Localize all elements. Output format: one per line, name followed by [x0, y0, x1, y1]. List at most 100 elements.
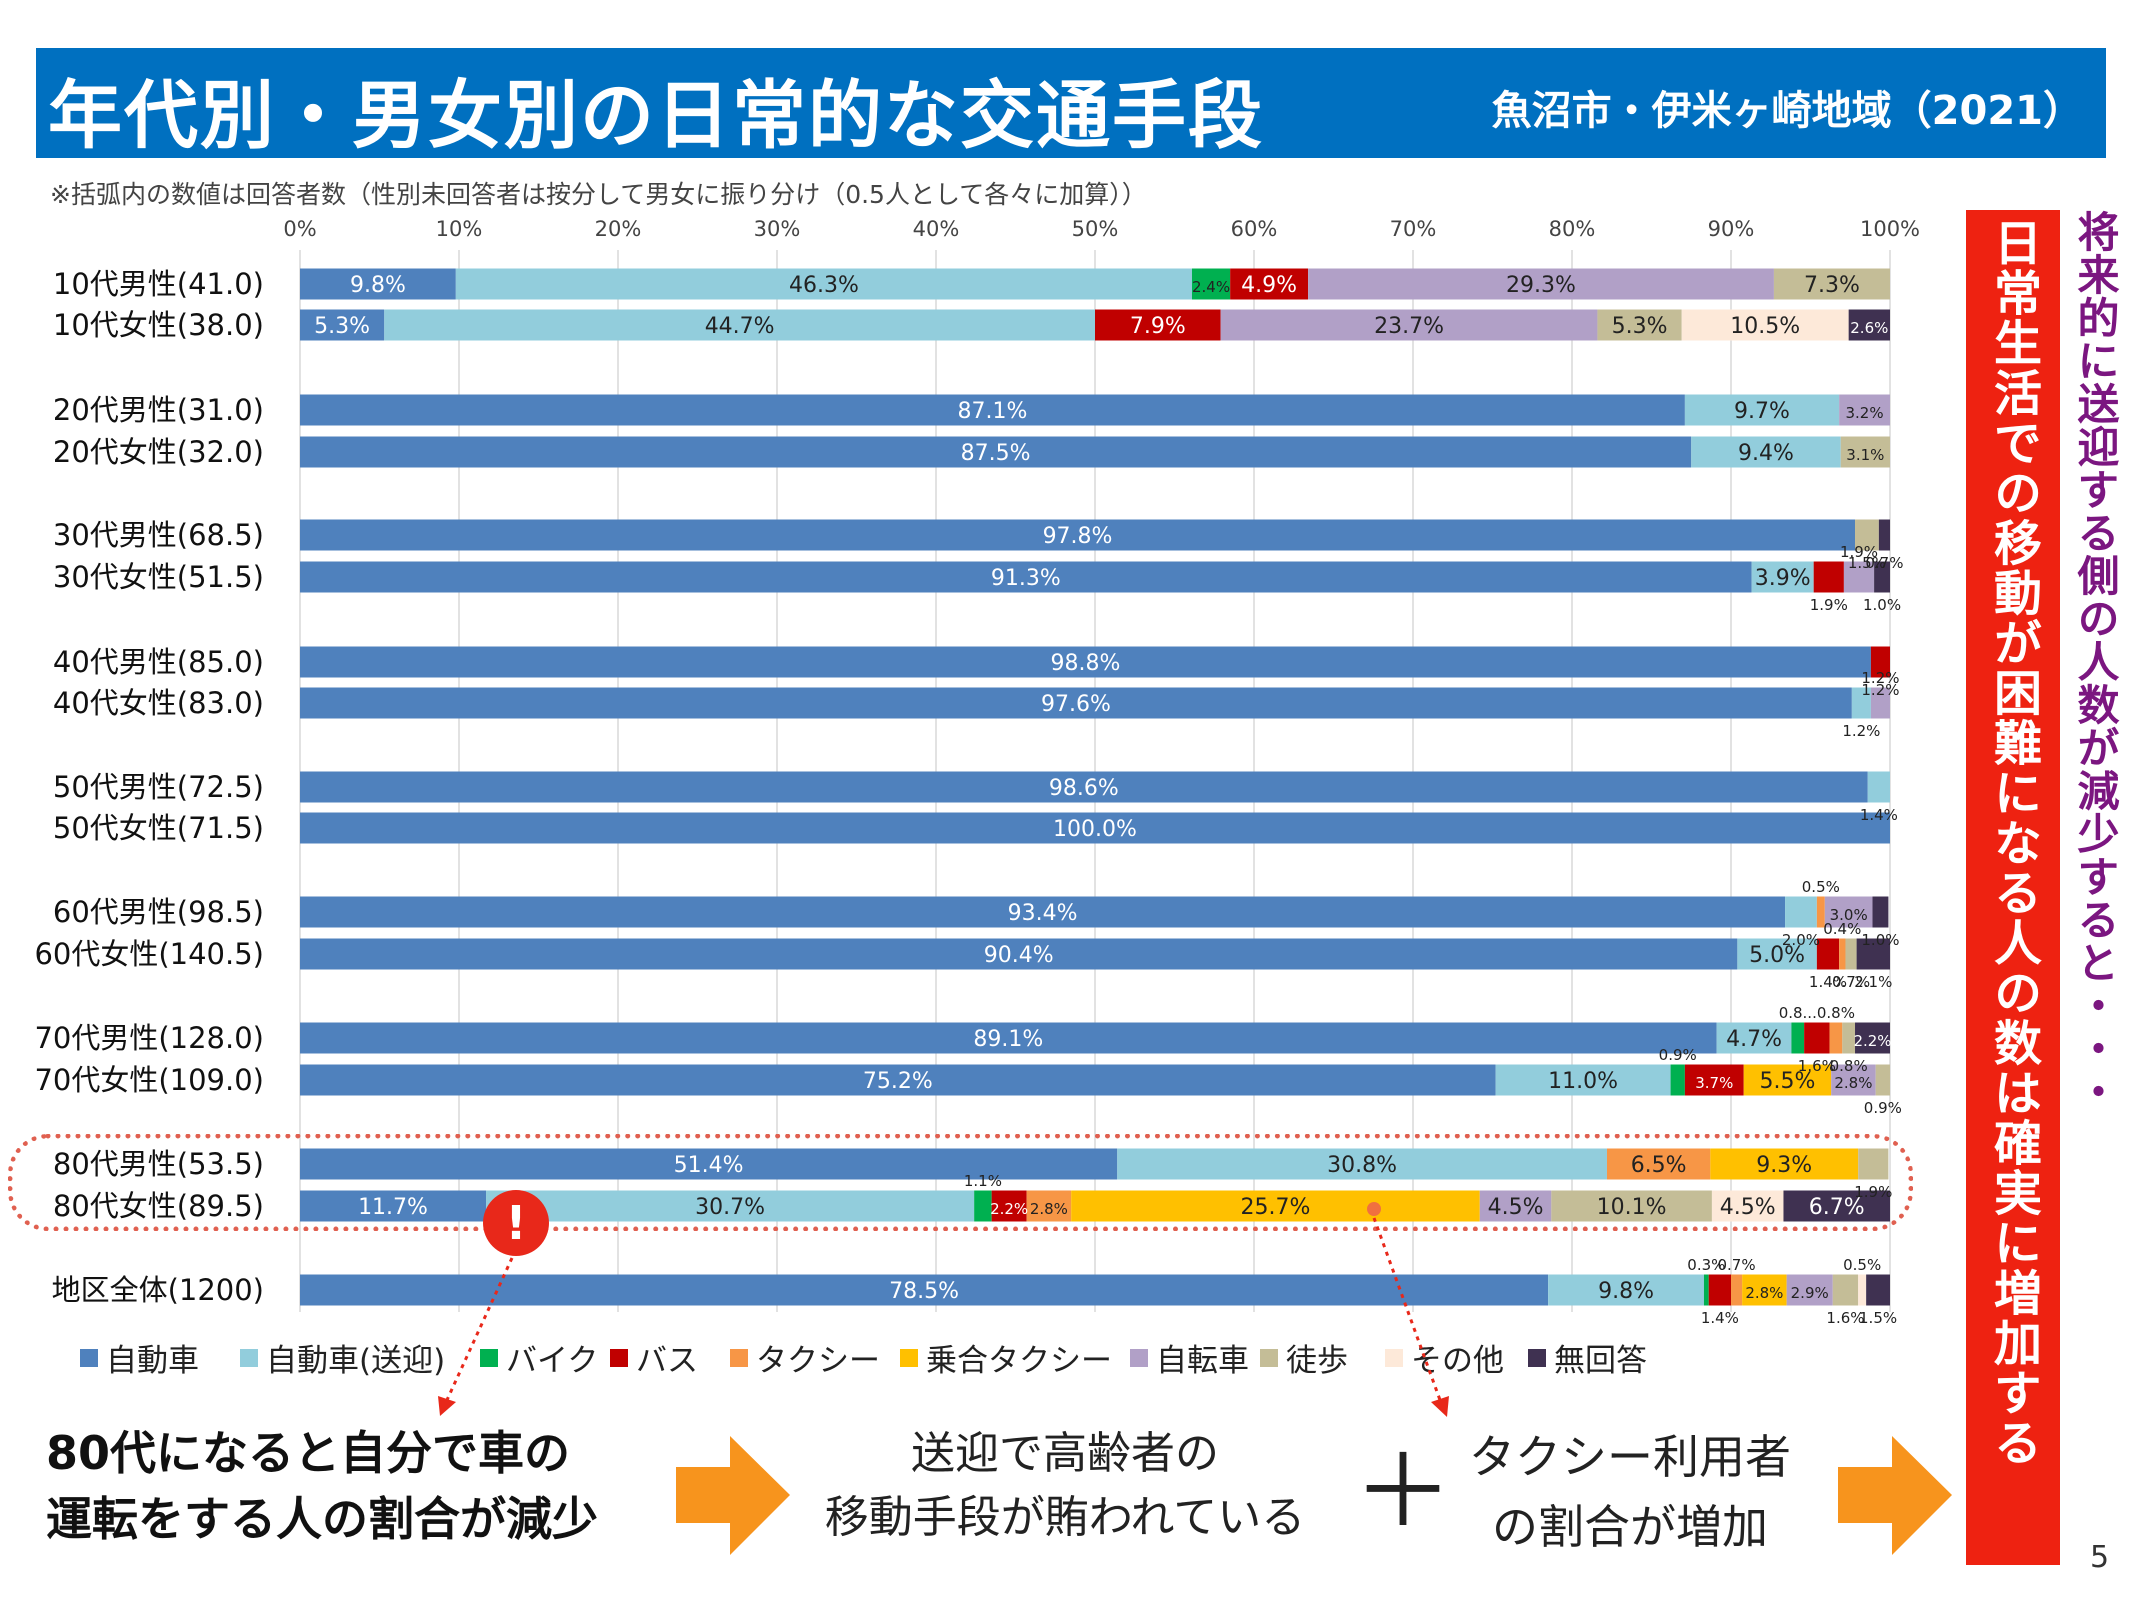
bar-segment — [1548, 1274, 1704, 1306]
legend-item: 無回答 — [1528, 1335, 1647, 1380]
bar-segment — [1606, 1148, 1711, 1180]
data-label: 78.5% — [889, 1279, 959, 1304]
conclusion-left-line1: 80代になると自分で車の — [46, 1426, 571, 1480]
legend-swatch — [1385, 1348, 1403, 1367]
bar-segment — [1875, 1064, 1890, 1096]
bar-segment — [1684, 1064, 1744, 1096]
data-label: 4.9% — [1241, 273, 1297, 298]
page-title: 年代別・男女別の日常的な交通手段 — [48, 73, 1264, 159]
data-label: 100.0% — [1053, 817, 1137, 842]
legend-label: 徒歩 — [1286, 1343, 1348, 1379]
bar-segment — [1479, 1190, 1552, 1222]
legend-item: バイク — [480, 1335, 598, 1380]
legend-item: 自転車 — [1130, 1335, 1249, 1380]
bar-segment — [1773, 268, 1890, 300]
title-banner — [36, 48, 2106, 158]
bar-segment — [1670, 1064, 1685, 1096]
data-label: 29.3% — [1506, 273, 1576, 298]
data-label: 1.9% — [1840, 543, 1878, 561]
bar-segment — [1816, 938, 1840, 970]
data-label: 9.4% — [1738, 441, 1794, 466]
data-label: 7.9% — [1130, 314, 1186, 339]
region-label: 魚沼市・伊米ヶ崎地域（2021） — [1491, 88, 2083, 134]
legend-swatch — [80, 1348, 98, 1367]
bar-segment — [300, 268, 456, 300]
data-label: 98.6% — [1049, 776, 1119, 801]
bar-segment — [1191, 268, 1231, 300]
data-label: 2.8% — [1030, 1200, 1068, 1218]
row-label: 40代女性(83.0) — [53, 686, 264, 720]
data-label: 6.5% — [1631, 1153, 1687, 1178]
legend-item: 自動車 — [80, 1335, 199, 1380]
row-label: 70代女性(109.0) — [34, 1063, 264, 1097]
data-label: 97.6% — [1041, 692, 1111, 717]
data-label: 10.1% — [1597, 1195, 1667, 1220]
data-label: 9.3% — [1756, 1153, 1812, 1178]
bar-segment — [1684, 394, 1840, 426]
pointer-dot — [1367, 1202, 1381, 1216]
data-label: 30.7% — [695, 1195, 765, 1220]
x-tick-label: 10% — [436, 217, 483, 241]
data-label: 3.9% — [1755, 566, 1811, 591]
bar-segment — [1095, 309, 1221, 341]
row-label: 60代女性(140.5) — [34, 937, 264, 971]
data-label: 5.5% — [1759, 1069, 1815, 1094]
bar-segment — [300, 436, 1692, 468]
bar-segment — [1839, 394, 1890, 426]
bar-segment — [1783, 1190, 1890, 1222]
legend-item: タクシー — [730, 1335, 880, 1380]
data-label: 1.1% — [964, 1172, 1002, 1190]
data-label: 1.2% — [1861, 681, 1899, 699]
row-label: 地区全体(1200) — [52, 1273, 264, 1307]
data-label: 2.2% — [990, 1200, 1028, 1218]
bar-segment — [1308, 268, 1774, 300]
x-tick-label: 70% — [1390, 217, 1437, 241]
bar-segment — [1831, 1064, 1876, 1096]
bar-segment — [384, 309, 1095, 341]
conclusion-right-line2: の割合が増加 — [1492, 1500, 1768, 1554]
bar-segment — [300, 1022, 1717, 1054]
bar-segment — [1071, 1190, 1480, 1222]
bar-segment — [300, 309, 385, 341]
arrow-1 — [676, 1436, 790, 1555]
conclusion-left: 80代になると自分で車の 運転をする人の割合が減少 — [46, 1420, 686, 1552]
bar-segment — [1840, 436, 1890, 468]
row-label: 20代男性(31.0) — [53, 393, 264, 427]
data-label: 89.1% — [973, 1027, 1043, 1052]
legend-label: 自動車 — [106, 1343, 199, 1379]
data-label: 1.0% — [1863, 596, 1901, 614]
data-label: 75.2% — [863, 1069, 933, 1094]
vertical-red-band — [1966, 210, 2060, 1565]
bar-segment — [1786, 1274, 1833, 1306]
data-label: 7.3% — [1804, 273, 1860, 298]
bar-segment — [1495, 1064, 1671, 1096]
row-label: 10代女性(38.0) — [53, 308, 264, 342]
data-label: 23.7% — [1374, 314, 1444, 339]
row-label: 30代男性(68.5) — [53, 518, 264, 552]
legend-swatch — [900, 1348, 918, 1367]
legend-swatch — [1130, 1348, 1148, 1367]
data-label: 0.5% — [1802, 878, 1840, 896]
legend-swatch — [240, 1348, 258, 1367]
bar-segment — [1716, 1022, 1792, 1054]
bar-segment — [1843, 561, 1875, 593]
data-label: 0.8% — [1830, 1057, 1868, 1075]
data-label: 87.1% — [957, 399, 1027, 424]
bar-segment — [1845, 938, 1857, 970]
plus-sign: ＋ — [1353, 1433, 1453, 1550]
bar-segment — [1866, 1274, 1890, 1306]
bar-segment — [455, 268, 1192, 300]
bar-segment — [1816, 896, 1825, 928]
bar-segment — [1751, 561, 1814, 593]
data-label: 1.0% — [1861, 931, 1899, 949]
vertical-purple-message: 将来的に送迎する側の人数が減少すると・・・ — [2071, 210, 2120, 1113]
conclusion-left-line2: 運転をする人の割合が減少 — [46, 1492, 598, 1546]
data-label: 2.9% — [1791, 1284, 1829, 1302]
bar-segment — [1832, 1274, 1859, 1306]
row-label: 50代女性(71.5) — [53, 811, 264, 845]
bar-segment — [1855, 519, 1879, 551]
bar-segment — [1813, 561, 1844, 593]
bar-segment — [974, 1190, 992, 1222]
data-label: 0.7% — [1865, 554, 1903, 572]
data-label: 1.2% — [1842, 722, 1880, 740]
